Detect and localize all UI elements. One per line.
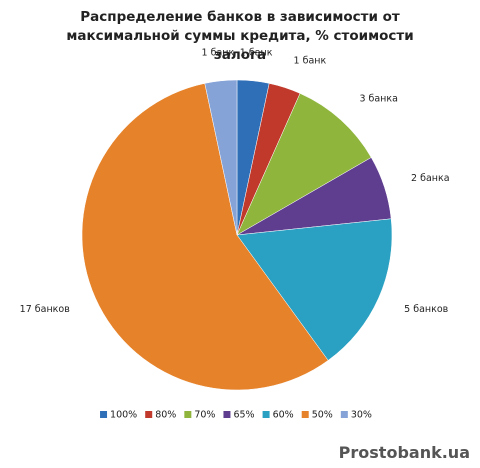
legend-swatch: [100, 411, 108, 418]
legend-label: 100%: [110, 410, 137, 421]
legend-swatch: [184, 411, 192, 418]
legend-swatch: [145, 411, 153, 418]
pie-slice: [236, 218, 393, 361]
legend-label: 80%: [155, 410, 176, 421]
data-label: 1 банк: [240, 48, 273, 59]
legend-label: 60%: [273, 410, 294, 421]
pie-slice: [81, 83, 329, 391]
legend-swatch: [301, 411, 309, 418]
legend-label: 70%: [194, 410, 215, 421]
pie-slice: [236, 93, 372, 236]
chart-title: Распределение банков в зависимости от ма…: [66, 9, 414, 63]
legend-swatch: [262, 411, 270, 418]
data-label: 2 банка: [411, 173, 450, 184]
pie-slice: [204, 79, 238, 236]
legend-label: 30%: [351, 410, 372, 421]
data-label: 3 банка: [359, 94, 398, 105]
data-label: 17 банков: [20, 304, 71, 315]
watermark: Prostobank.ua: [338, 443, 470, 462]
legend-swatch: [223, 411, 231, 418]
data-label: 1 банк: [202, 48, 235, 59]
data-label: 1 банк: [294, 55, 327, 66]
legend-swatch: [340, 411, 348, 418]
legend-label: 65%: [233, 410, 254, 421]
data-label: 5 банков: [404, 304, 449, 315]
legend-label: 50%: [312, 410, 333, 421]
